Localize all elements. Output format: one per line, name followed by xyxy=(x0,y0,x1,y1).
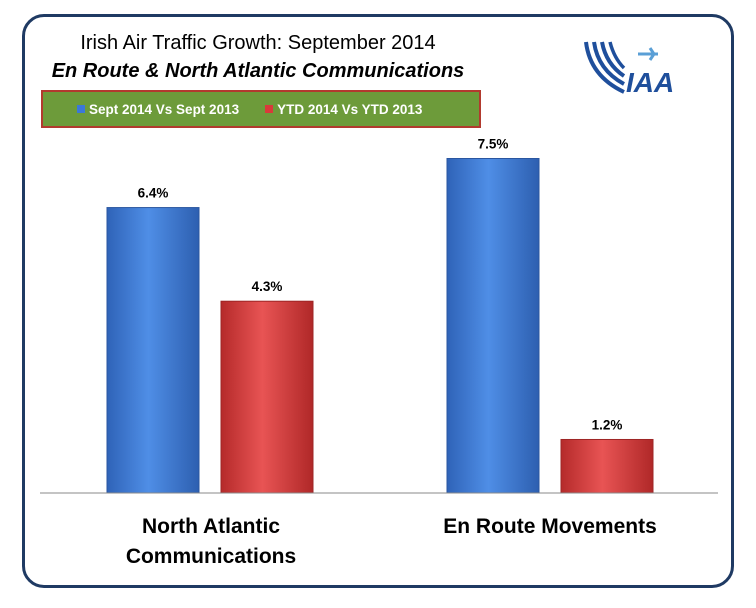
legend-swatch-series-1 xyxy=(77,105,85,113)
legend-item-series-2: YTD 2014 Vs YTD 2013 xyxy=(265,102,422,117)
chart-subtitle: En Route & North Atlantic Communications xyxy=(51,60,465,82)
data-label-ytd-1: 1.2% xyxy=(592,417,623,432)
iaa-logo-icon: IAA xyxy=(584,41,674,98)
bar-ytd-0 xyxy=(220,300,314,494)
chart-title: Irish Air Traffic Growth: September 2014 xyxy=(80,32,436,54)
logo-text: IAA xyxy=(626,67,674,98)
category-label-en-route: En Route Movements xyxy=(443,515,657,538)
data-label-sept-0: 6.4% xyxy=(138,186,169,201)
legend-label-series-2: YTD 2014 Vs YTD 2013 xyxy=(277,101,423,117)
bar-ytd-1 xyxy=(560,438,654,494)
legend: Sept 2014 Vs Sept 2013 YTD 2014 Vs YTD 2… xyxy=(41,90,481,128)
legend-item-series-1: Sept 2014 Vs Sept 2013 xyxy=(77,102,239,117)
legend-swatch-series-2 xyxy=(265,105,274,113)
data-label-ytd-0: 4.3% xyxy=(252,279,283,294)
data-label-sept-1: 7.5% xyxy=(478,137,509,152)
legend-label-series-1: Sept 2014 Vs Sept 2013 xyxy=(89,101,240,117)
bar-sept-1 xyxy=(446,158,540,494)
bar-sept-0 xyxy=(106,207,200,494)
category-label-north-atlantic: North Atlantic Communications xyxy=(125,515,297,568)
